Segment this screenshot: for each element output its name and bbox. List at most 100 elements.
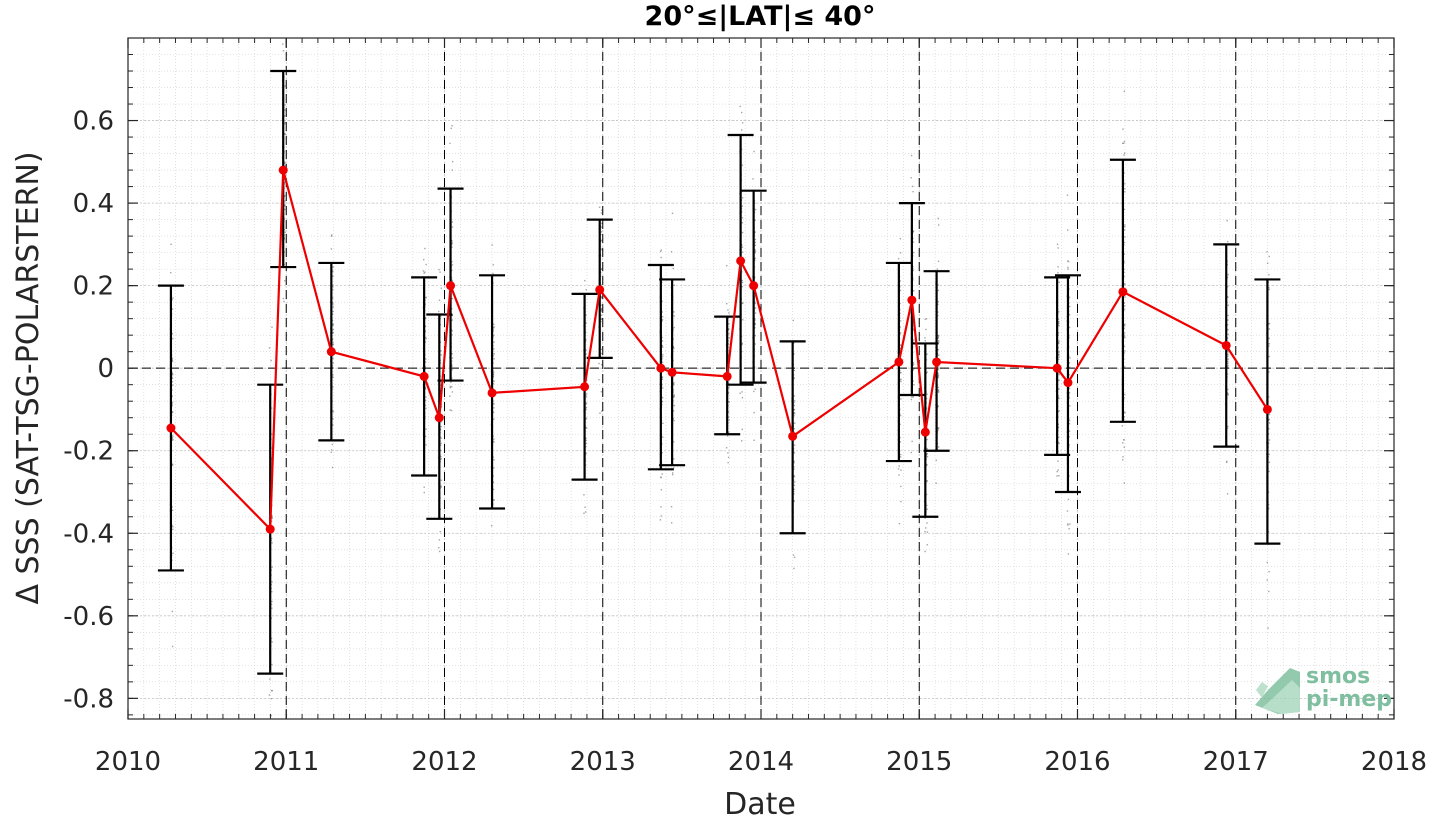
scatter-point bbox=[741, 217, 744, 219]
mean-series bbox=[166, 165, 1272, 534]
scatter-point bbox=[911, 440, 913, 443]
scatter-point bbox=[1068, 392, 1071, 394]
scatter-point bbox=[672, 441, 675, 443]
scatter-point bbox=[584, 506, 586, 508]
scatter-point bbox=[1268, 355, 1270, 358]
scatter-point bbox=[493, 459, 495, 461]
mean-point bbox=[595, 285, 605, 295]
scatter-point bbox=[793, 444, 796, 446]
scatter-point bbox=[440, 485, 442, 487]
scatter-point bbox=[1067, 553, 1070, 555]
scatter-point bbox=[1123, 253, 1125, 255]
scatter-point bbox=[172, 438, 174, 441]
scatter-point bbox=[926, 448, 928, 450]
scatter-point bbox=[728, 333, 730, 335]
scatter-point bbox=[912, 241, 915, 243]
scatter-point bbox=[900, 453, 902, 456]
scatter-point bbox=[584, 279, 586, 282]
scatter-point bbox=[270, 520, 273, 522]
scatter-point bbox=[600, 309, 603, 311]
scatter-point bbox=[793, 462, 795, 464]
scatter-point bbox=[492, 264, 494, 266]
scatter-point bbox=[1123, 241, 1126, 244]
scatter-point bbox=[270, 637, 273, 640]
scatter-point bbox=[728, 328, 730, 330]
scatter-point bbox=[1057, 436, 1060, 439]
scatter-point bbox=[449, 142, 451, 145]
scatter-point bbox=[752, 178, 754, 180]
x-tick-label: 2018 bbox=[1361, 747, 1427, 777]
scatter-point bbox=[270, 359, 272, 362]
scatter-point bbox=[898, 474, 900, 476]
scatter-point bbox=[661, 358, 663, 360]
scatter-point bbox=[937, 405, 939, 408]
scatter-point bbox=[1226, 460, 1228, 463]
scatter-point bbox=[492, 475, 494, 477]
scatter-point bbox=[793, 408, 795, 411]
scatter-point bbox=[1268, 470, 1270, 473]
scatter-point bbox=[1123, 324, 1126, 327]
scatter-point bbox=[424, 303, 426, 305]
scatter-point bbox=[585, 353, 587, 355]
scatter-point bbox=[741, 231, 744, 234]
logo-mark-icon bbox=[1255, 668, 1300, 714]
scatter-point bbox=[171, 308, 174, 310]
scatter-point bbox=[170, 243, 172, 245]
scatter-point bbox=[451, 221, 454, 223]
scatter-point bbox=[673, 394, 675, 396]
scatter-point bbox=[600, 320, 602, 323]
scatter-point bbox=[937, 339, 940, 342]
mean-point bbox=[788, 431, 798, 441]
scatter-point bbox=[1268, 343, 1271, 345]
scatter-point bbox=[1057, 469, 1059, 471]
scatter-point bbox=[493, 326, 495, 328]
scatter-point bbox=[754, 259, 756, 262]
mean-point bbox=[656, 363, 666, 373]
scatter-point bbox=[171, 357, 174, 359]
scatter-point bbox=[1058, 397, 1060, 399]
scatter-point bbox=[1267, 504, 1270, 506]
scatter-point bbox=[1058, 475, 1060, 477]
scatter-point bbox=[438, 546, 440, 549]
scatter-point bbox=[451, 297, 454, 300]
scatter-point bbox=[753, 411, 755, 414]
scatter-point bbox=[662, 346, 664, 348]
scatter-point bbox=[330, 234, 333, 236]
scatter-point bbox=[793, 490, 795, 493]
scatter-point bbox=[925, 493, 928, 496]
scatter-point bbox=[284, 231, 286, 234]
scatter-point bbox=[332, 341, 334, 344]
scatter-point bbox=[600, 284, 602, 286]
scatter-point bbox=[727, 401, 730, 403]
scatter-point bbox=[598, 362, 600, 365]
scatter-point bbox=[937, 391, 940, 393]
scatter-point bbox=[1123, 416, 1125, 418]
scatter-point bbox=[1122, 456, 1124, 458]
scatter-point bbox=[271, 326, 273, 328]
scatter-point bbox=[913, 384, 915, 386]
scatter-point bbox=[271, 600, 273, 603]
scatter-point bbox=[451, 242, 453, 244]
scatter-point bbox=[332, 288, 334, 291]
scatter-point bbox=[937, 354, 940, 356]
scatter-point bbox=[754, 326, 756, 329]
scatter-point bbox=[754, 238, 757, 241]
scatter-point bbox=[451, 264, 454, 266]
mean-point bbox=[722, 371, 732, 381]
x-tick-label: 2011 bbox=[253, 747, 319, 777]
scatter-point bbox=[662, 422, 664, 425]
scatter-point bbox=[937, 427, 940, 429]
scatter-point bbox=[1068, 422, 1071, 425]
scatter-point bbox=[1058, 281, 1060, 284]
scatter-point bbox=[1057, 342, 1060, 345]
scatter-point bbox=[910, 451, 912, 454]
scatter-point bbox=[1123, 327, 1126, 329]
scatter-point bbox=[440, 287, 443, 289]
mean-point bbox=[1262, 404, 1272, 414]
y-tick-label: 0.6 bbox=[73, 107, 114, 137]
scatter-point bbox=[1268, 371, 1270, 373]
scatter-point bbox=[450, 381, 452, 383]
scatter-point bbox=[1227, 351, 1230, 353]
scatter-point bbox=[912, 328, 915, 330]
y-axis-label: Δ SSS (SAT-TSG-POLARSTERN) bbox=[11, 151, 46, 604]
